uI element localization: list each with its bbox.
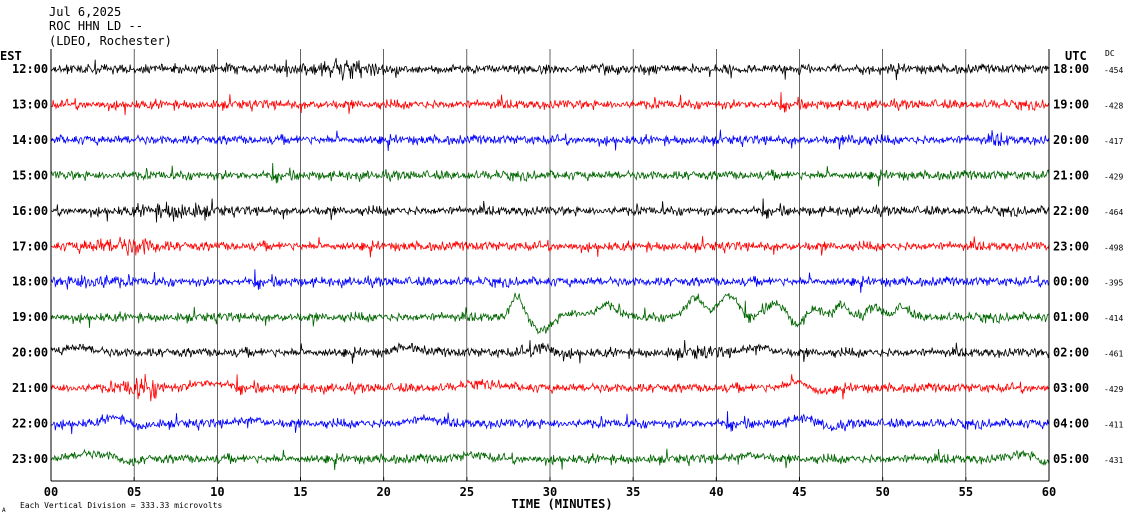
utc-label: 22:00	[1053, 204, 1089, 218]
utc-label: 18:00	[1053, 62, 1089, 76]
x-tick-label: 45	[792, 485, 806, 499]
dc-axis-title: DC	[1105, 49, 1115, 58]
est-label: 14:00	[12, 133, 48, 147]
est-label: 20:00	[12, 346, 48, 360]
dc-label: -417	[1104, 137, 1123, 146]
dc-label: -429	[1104, 385, 1123, 394]
x-axis-title: TIME (MINUTES)	[511, 497, 612, 511]
x-tick-label: 35	[626, 485, 640, 499]
dc-label: -395	[1104, 279, 1123, 288]
utc-label: 04:00	[1053, 417, 1089, 431]
trace-row-1800	[50, 269, 1050, 293]
est-label: 13:00	[12, 97, 48, 111]
utc-label: 19:00	[1053, 97, 1089, 111]
x-tick-label: 00	[44, 485, 58, 499]
trace-row-1200	[50, 57, 1050, 81]
est-label: 12:00	[12, 62, 48, 76]
utc-label: 03:00	[1053, 381, 1089, 395]
dc-label: -429	[1104, 172, 1123, 181]
header-network: (LDEO, Rochester)	[49, 34, 172, 48]
trace-row-2300	[50, 448, 1050, 471]
x-tick-label: 40	[709, 485, 723, 499]
dc-label: -431	[1104, 456, 1123, 465]
header-station: ROC HHN LD --	[49, 19, 143, 33]
dc-label: -428	[1104, 101, 1123, 110]
utc-label: 20:00	[1053, 133, 1089, 147]
est-label: 23:00	[12, 452, 48, 466]
utc-label: 23:00	[1053, 239, 1089, 253]
trace-row-1500	[50, 162, 1050, 187]
est-label: 22:00	[12, 417, 48, 431]
dc-label: -411	[1104, 421, 1123, 430]
scale-note: Each Vertical Division = 333.33 microvol…	[20, 501, 222, 510]
trace-row-1700	[50, 235, 1050, 258]
est-label: 17:00	[12, 239, 48, 253]
trace-row-2000	[50, 339, 1050, 364]
x-tick-label: 05	[127, 485, 141, 499]
utc-label: 05:00	[1053, 452, 1089, 466]
trace-row-1600	[50, 198, 1050, 223]
dc-label: -414	[1104, 314, 1123, 323]
x-tick-label: 20	[376, 485, 390, 499]
x-tick-label: 25	[460, 485, 474, 499]
est-label: 21:00	[12, 381, 48, 395]
dc-label: -464	[1104, 208, 1123, 217]
est-label: 16:00	[12, 204, 48, 218]
trace-row-1900	[50, 292, 1050, 335]
trace-row-1400	[50, 129, 1050, 152]
utc-label: 21:00	[1053, 168, 1089, 182]
header-date: Jul 6,2025	[49, 5, 122, 19]
x-tick-label: 10	[210, 485, 224, 499]
utc-label: 02:00	[1053, 346, 1089, 360]
est-label: 18:00	[12, 275, 48, 289]
x-tick-label: 55	[959, 485, 973, 499]
est-label: 15:00	[12, 168, 48, 182]
utc-axis-title: UTC	[1065, 49, 1087, 63]
trace-row-2100	[50, 373, 1050, 402]
x-tick-label: 60	[1042, 485, 1056, 499]
utc-label: 01:00	[1053, 310, 1089, 324]
utc-label: 00:00	[1053, 275, 1089, 289]
x-tick-label: 30	[543, 485, 557, 499]
trace-row-1300	[50, 92, 1050, 116]
corner-mark: A	[2, 507, 6, 514]
x-tick-label: 15	[293, 485, 307, 499]
dc-label: -498	[1104, 243, 1123, 252]
est-label: 19:00	[12, 310, 48, 324]
x-tick-label: 50	[875, 485, 889, 499]
dc-label: -461	[1104, 350, 1123, 359]
dc-label: -454	[1104, 66, 1123, 75]
est-axis-title: EST	[0, 49, 22, 63]
trace-row-2200	[50, 411, 1050, 435]
